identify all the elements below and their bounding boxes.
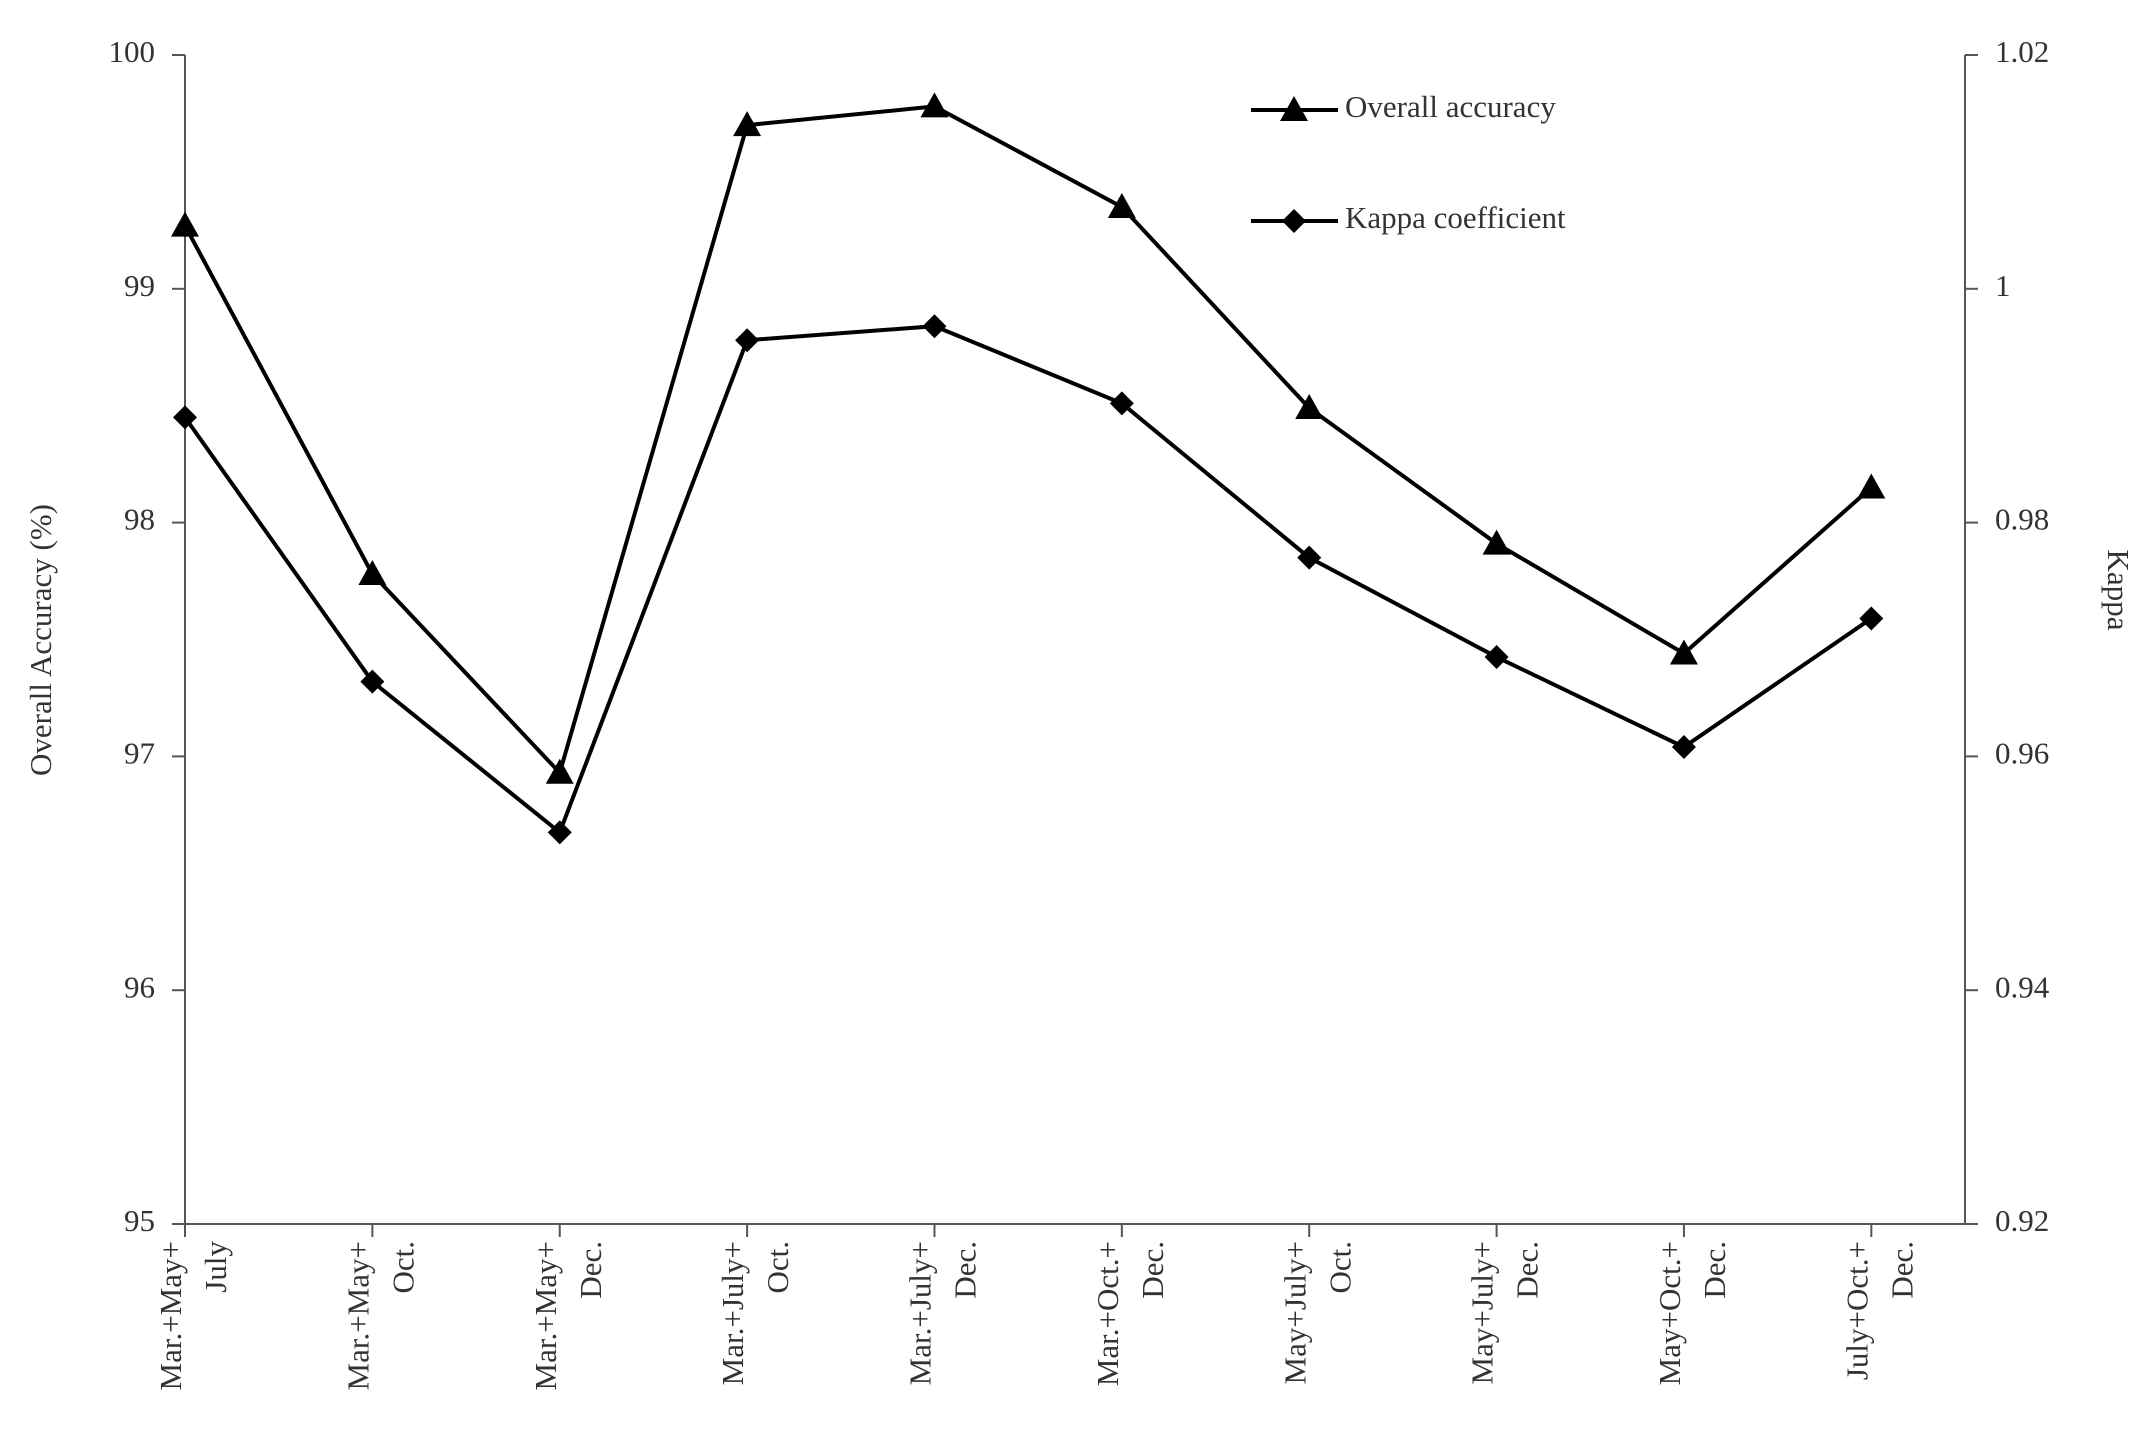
y-tick-label: 95	[124, 1203, 155, 1238]
marker	[735, 328, 760, 353]
x-tick-label: Mar.+May+	[153, 1241, 188, 1390]
marker	[1107, 192, 1136, 218]
x-tick-label: Mar.+May+	[528, 1241, 563, 1390]
marker	[733, 111, 762, 137]
marker	[1282, 209, 1306, 233]
y-tick-label: 100	[109, 34, 156, 69]
y2-tick-label: 0.92	[1995, 1203, 2049, 1238]
series-line	[183, 324, 1873, 836]
marker	[1484, 645, 1509, 670]
y-tick-label: 99	[124, 268, 155, 303]
series-line	[183, 104, 1873, 777]
y-axis-title: Overall Accuracy (%)	[23, 504, 58, 776]
marker	[1857, 473, 1886, 499]
marker	[545, 758, 574, 784]
y2-axis-title: Kappa	[2101, 550, 2136, 631]
marker	[173, 405, 197, 430]
y2-tick-label: 1	[1995, 268, 2011, 303]
marker	[358, 560, 387, 586]
marker	[922, 314, 947, 339]
marker	[171, 211, 199, 237]
x-tick-label: Dec.	[1697, 1241, 1732, 1299]
marker	[547, 820, 572, 845]
marker	[1295, 394, 1324, 420]
marker	[1297, 545, 1322, 570]
x-tick-label: Dec.	[1884, 1241, 1919, 1299]
x-tick-label: May+July+	[1465, 1241, 1500, 1384]
y2-tick-label: 0.96	[1995, 736, 2049, 771]
x-tick-label: Mar.+May+	[340, 1241, 375, 1390]
legend-label: Overall accuracy	[1345, 89, 1556, 124]
marker	[1859, 606, 1884, 631]
y-tick-label: 97	[124, 736, 155, 771]
x-tick-label: Dec.	[948, 1241, 983, 1299]
x-tick-label: Oct.	[760, 1241, 795, 1294]
y2-tick-label: 0.94	[1995, 969, 2050, 1004]
x-tick-label: Dec.	[573, 1241, 608, 1299]
marker	[1109, 391, 1134, 416]
x-tick-label: July	[198, 1241, 233, 1293]
legend-label: Kappa coefficient	[1345, 200, 1566, 235]
x-tick-label: Mar.+July+	[903, 1241, 938, 1385]
x-tick-label: Oct.	[385, 1241, 420, 1294]
marker	[1482, 529, 1511, 555]
x-tick-label: Oct.	[1322, 1241, 1357, 1294]
marker	[1671, 735, 1696, 760]
marker	[1280, 96, 1308, 121]
y2-tick-label: 0.98	[1995, 502, 2049, 537]
y-tick-label: 96	[124, 969, 155, 1004]
y-tick-label: 98	[124, 502, 155, 537]
x-tick-label: Dec.	[1510, 1241, 1545, 1299]
x-tick-label: Dec.	[1135, 1241, 1170, 1299]
x-tick-label: Mar.+July+	[715, 1241, 750, 1385]
y2-tick-label: 1.02	[1995, 34, 2049, 69]
marker	[920, 92, 949, 118]
marker	[1669, 639, 1698, 665]
axis-line	[184, 55, 1966, 1225]
x-tick-label: May+July+	[1277, 1241, 1312, 1384]
x-tick-label: Mar.+Oct.+	[1090, 1241, 1125, 1386]
x-tick-label: July+Oct.+	[1839, 1241, 1874, 1380]
marker	[360, 669, 385, 694]
x-tick-label: May+Oct.+	[1652, 1241, 1687, 1385]
